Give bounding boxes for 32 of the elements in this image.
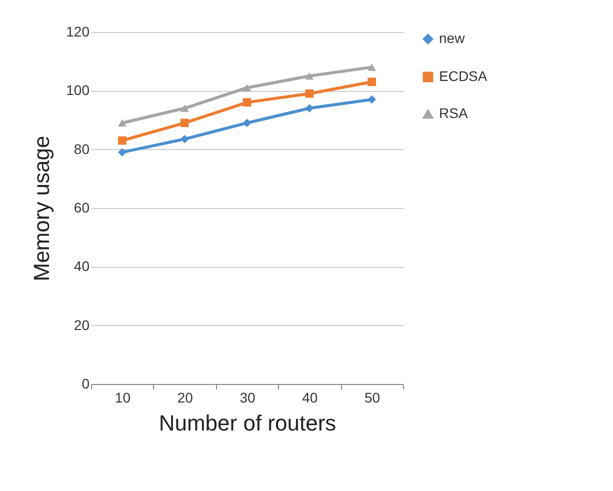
y-tick-label: 40: [74, 258, 90, 274]
x-tick-label: 50: [364, 390, 380, 406]
point: [368, 95, 376, 104]
y-tick-label: 0: [82, 376, 90, 392]
y-tick-label: 80: [74, 140, 90, 157]
point: [118, 148, 126, 156]
point: [305, 89, 314, 98]
point: [180, 134, 189, 144]
legend-label: ECDSA: [439, 68, 488, 84]
legend-label: new: [439, 30, 466, 46]
y-tick-label: 100: [66, 82, 90, 98]
x-tick-label: 30: [240, 390, 256, 406]
point: [242, 118, 252, 128]
point: [242, 84, 252, 92]
point: [305, 104, 314, 112]
x-axis-title: Number of routers: [158, 410, 336, 436]
y-axis-title: Memory usage: [29, 136, 54, 282]
y-tick-label: 20: [74, 316, 90, 333]
point: [118, 136, 126, 145]
point: [180, 104, 189, 112]
x-tick-label: 40: [302, 390, 318, 406]
point: [368, 64, 376, 71]
point: [180, 118, 189, 128]
y-tick-label: 60: [74, 200, 90, 216]
point: [242, 98, 252, 107]
y-tick-label: 120: [66, 24, 90, 40]
point: [368, 78, 376, 86]
point: [305, 72, 314, 80]
x-tick-label: 20: [177, 390, 194, 406]
legend-label: RSA: [439, 105, 468, 121]
x-tick-label: 10: [114, 390, 131, 406]
point: [118, 119, 126, 127]
